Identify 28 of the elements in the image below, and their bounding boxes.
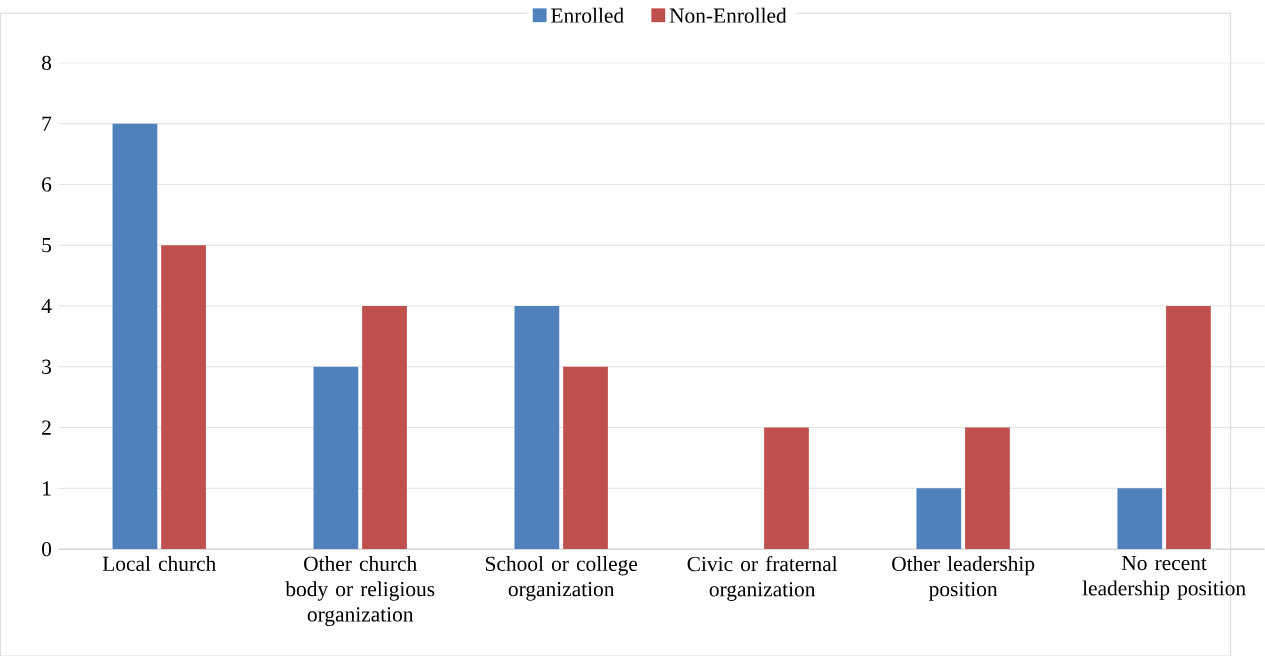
bar — [161, 244, 206, 549]
bar — [112, 123, 158, 549]
x-tick-label: Civic or fraternal organization — [687, 555, 838, 601]
y-tick-label: 2 — [42, 420, 51, 435]
y-tick-label: 5 — [42, 237, 52, 253]
x-tick-label: Other church body or religious organization — [285, 555, 435, 626]
x-tick-label: No recent leadership position — [1082, 555, 1246, 600]
bar — [514, 305, 560, 549]
legend-label: Enrolled — [551, 7, 624, 23]
bar — [1166, 305, 1211, 549]
y-tick-label: 0 — [42, 541, 52, 557]
bar — [1117, 488, 1163, 549]
x-tick-label: School or college organization — [485, 555, 638, 601]
y-tick-label: 4 — [41, 298, 52, 313]
y-tick-label: 8 — [42, 55, 52, 70]
x-tick-label: Other leadership position — [892, 555, 1035, 601]
bar — [362, 305, 407, 549]
bar — [764, 427, 809, 549]
y-tick-label: 6 — [42, 177, 52, 192]
bar — [965, 427, 1010, 549]
y-tick-label: 3 — [42, 359, 52, 374]
y-tick-label: 7 — [42, 116, 52, 131]
y-tick-label: 1 — [43, 481, 51, 496]
legend-label: Non-Enrolled — [669, 7, 787, 23]
bar — [563, 366, 608, 549]
bar — [916, 488, 962, 549]
x-tick-label: Local church — [102, 555, 216, 571]
bar — [313, 366, 359, 549]
